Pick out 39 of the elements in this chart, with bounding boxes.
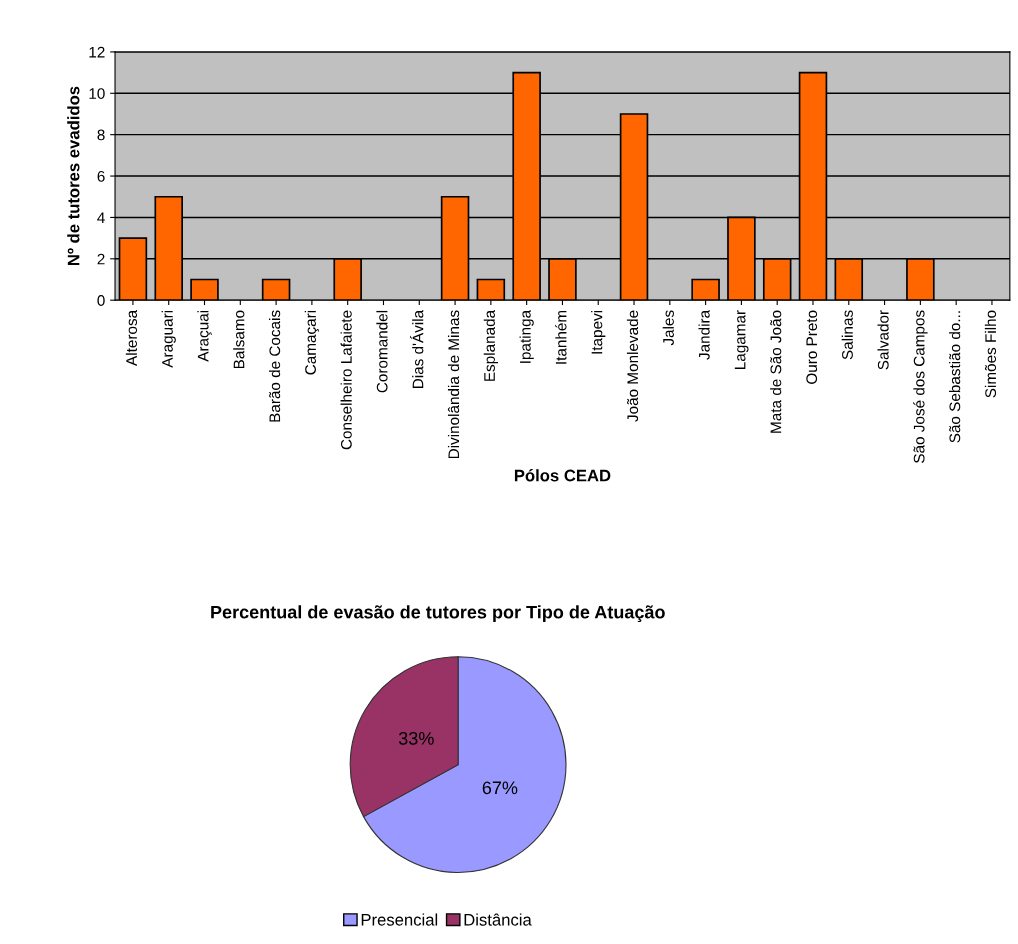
y-tick-label: 6: [97, 170, 105, 182]
x-tick-label: São José dos Campos: [913, 310, 928, 463]
y-tick-label: 10: [89, 88, 105, 99]
x-tick-label: Ouro Preto: [806, 310, 818, 384]
x-tick-label: Salinas: [841, 310, 853, 360]
data-label: 67%: [482, 781, 518, 795]
x-axis-title: Pólos CEAD: [514, 469, 611, 482]
x-tick-label: Dias d'Ávila: [409, 309, 424, 388]
chart-title: Percentual de evasão de tutores por Tipo de Atuação: [211, 605, 665, 623]
x-tick-label: Alterosa: [125, 309, 138, 366]
y-tick-label: 4: [97, 212, 105, 223]
x-tick-label: Jales: [662, 310, 674, 346]
x-tick-label: Araguari: [161, 310, 176, 368]
y-tick-label: 8: [97, 129, 105, 141]
y-tick-label: 12: [89, 46, 105, 58]
legend-label: Presencial: [361, 913, 438, 926]
y-tick-label: 2: [97, 253, 105, 265]
x-tick-label: Barão de Cocais: [268, 310, 281, 422]
x-tick-label: Lagamar: [734, 310, 749, 369]
x-tick-label: Araçuai: [197, 310, 212, 362]
x-tick-label: Mata de São João: [770, 310, 782, 433]
data-label: 33%: [398, 731, 434, 745]
x-tick-label: Ipatinga: [519, 309, 534, 363]
x-tick-label: Coromandel: [376, 310, 388, 393]
x-tick-label: Jandira: [698, 309, 710, 360]
x-tick-label: Divinolândia de Minas: [447, 310, 460, 459]
x-tick-label: Itapevi: [591, 310, 606, 354]
x-tick-label: Itanhém: [555, 310, 567, 364]
legend-label: Distância: [464, 913, 532, 926]
x-tick-label: Balsamo: [233, 310, 245, 369]
x-tick-label: São Sebastião do...: [949, 311, 961, 443]
x-tick-label: Salvador: [877, 310, 889, 370]
y-axis-title: Nº de tutores evadidos: [67, 86, 80, 266]
x-tick-label: João Monlevade: [626, 310, 639, 422]
x-tick-label: Simões Filho: [984, 310, 997, 398]
x-tick-label: Conselheiro Lafaiete: [340, 310, 352, 450]
y-tick-label: 0: [97, 295, 105, 306]
x-tick-label: Camaçari: [304, 310, 320, 375]
x-tick-label: Esplanada: [483, 309, 498, 381]
